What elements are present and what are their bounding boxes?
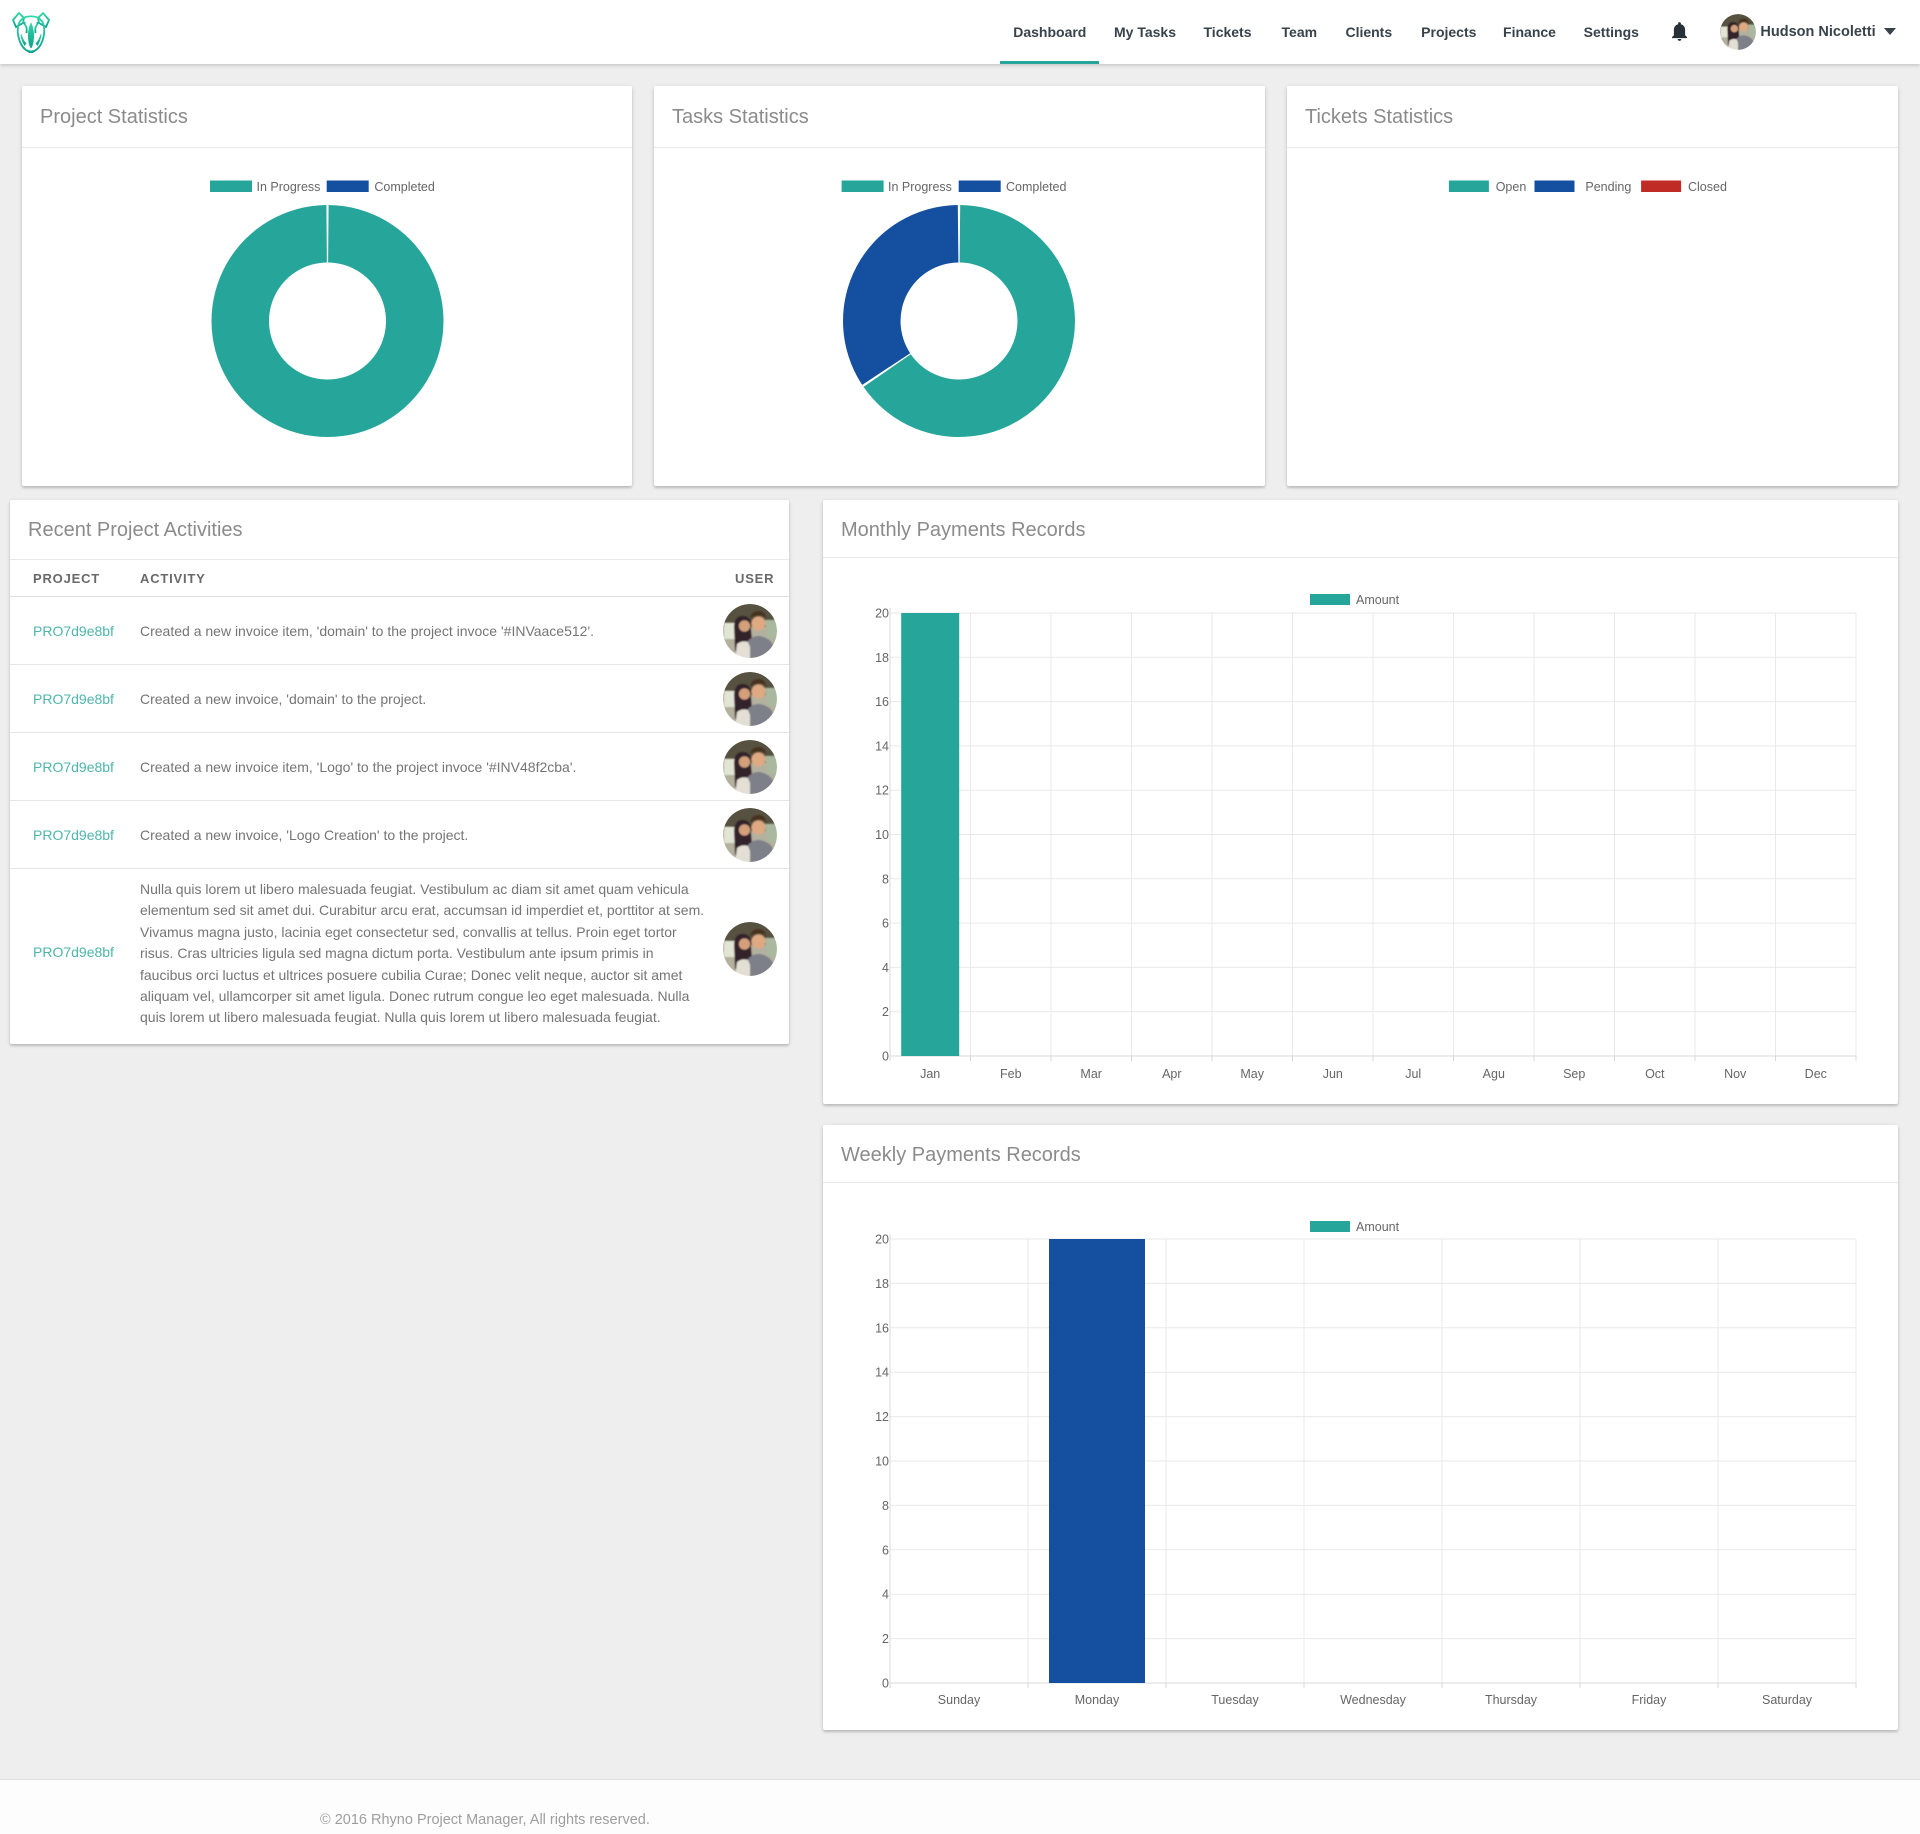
svg-text:Agu: Agu (1483, 1067, 1505, 1081)
svg-text:Nov: Nov (1724, 1067, 1747, 1081)
svg-text:Thursday: Thursday (1485, 1693, 1538, 1707)
svg-text:Completed: Completed (1006, 180, 1066, 194)
svg-text:14: 14 (875, 739, 889, 753)
svg-text:May: May (1240, 1067, 1264, 1081)
svg-text:6: 6 (882, 917, 889, 931)
svg-text:6: 6 (882, 1543, 889, 1557)
svg-text:Tuesday: Tuesday (1211, 1693, 1259, 1707)
svg-text:16: 16 (875, 1321, 889, 1335)
svg-text:Amount: Amount (1356, 593, 1400, 607)
svg-text:4: 4 (882, 961, 889, 975)
svg-text:Jun: Jun (1323, 1067, 1343, 1081)
svg-text:Open: Open (1496, 180, 1527, 194)
svg-text:Monday: Monday (1075, 1693, 1120, 1707)
svg-text:20: 20 (875, 607, 889, 621)
svg-text:2: 2 (882, 1005, 889, 1019)
svg-text:4: 4 (882, 1588, 889, 1602)
svg-text:Sep: Sep (1563, 1067, 1585, 1081)
svg-text:Sunday: Sunday (938, 1693, 981, 1707)
svg-text:0: 0 (882, 1677, 889, 1691)
svg-text:Mar: Mar (1080, 1067, 1102, 1081)
svg-text:Closed: Closed (1688, 180, 1727, 194)
svg-text:12: 12 (875, 784, 889, 798)
svg-text:Amount: Amount (1356, 1220, 1400, 1234)
svg-text:12: 12 (875, 1410, 889, 1424)
svg-text:Completed: Completed (374, 180, 434, 194)
svg-text:Saturday: Saturday (1762, 1693, 1813, 1707)
svg-text:In Progress: In Progress (888, 180, 952, 194)
svg-text:16: 16 (875, 695, 889, 709)
svg-text:18: 18 (875, 1277, 889, 1291)
svg-text:Feb: Feb (1000, 1067, 1022, 1081)
svg-text:Apr: Apr (1162, 1067, 1181, 1081)
svg-text:In Progress: In Progress (257, 180, 321, 194)
svg-text:Jan: Jan (920, 1067, 940, 1081)
svg-text:20: 20 (875, 1233, 889, 1247)
svg-text:2: 2 (882, 1632, 889, 1646)
svg-text:14: 14 (875, 1366, 889, 1380)
svg-text:8: 8 (882, 1499, 889, 1513)
svg-text:Oct: Oct (1645, 1067, 1665, 1081)
svg-text:Jul: Jul (1405, 1067, 1421, 1081)
svg-text:10: 10 (875, 1455, 889, 1469)
svg-text:Wednesday: Wednesday (1340, 1693, 1407, 1707)
svg-text:Dec: Dec (1805, 1067, 1827, 1081)
svg-text:18: 18 (875, 651, 889, 665)
svg-text:Friday: Friday (1632, 1693, 1667, 1707)
svg-text:10: 10 (875, 828, 889, 842)
svg-text:8: 8 (882, 872, 889, 886)
svg-text:Pending: Pending (1585, 180, 1631, 194)
svg-text:0: 0 (882, 1050, 889, 1064)
